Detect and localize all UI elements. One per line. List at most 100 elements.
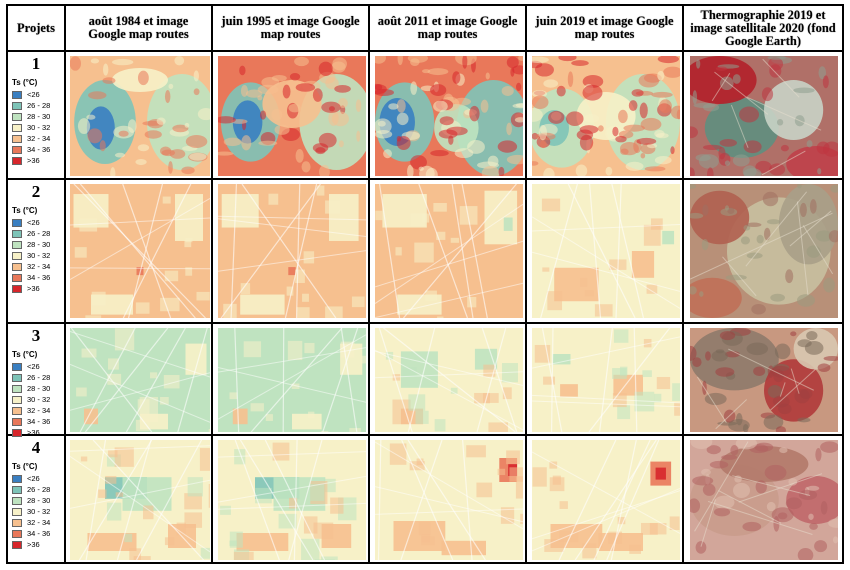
temperature-legend: Ts (°C) <26 26 - 28 28 - 30 30 - 32 32 - 34 34… [12,78,58,166]
legend-swatch [12,123,22,132]
legend-swatch [12,474,22,483]
map-graphic [70,328,210,432]
legend-item: 28 - 30 [12,495,58,506]
map-graphic [532,440,680,560]
legend-swatch [12,496,22,505]
legend-item: 30 - 32 [12,250,58,261]
legend-swatch [12,134,22,143]
legend-item: <26 [12,89,58,100]
legend-item: 30 - 32 [12,122,58,133]
legend-label: 32 - 34 [27,406,51,415]
map-graphic [690,440,838,560]
legend-swatch [12,507,22,516]
legend-swatch [12,284,22,293]
legend-swatch [12,101,22,110]
legend-label: 30 - 32 [27,251,51,260]
project-number: 2 [31,182,41,201]
header-aug-2011: août 2011 et image Google map routes [377,14,518,41]
legend-label: <26 [27,362,40,371]
grid-line [8,434,842,436]
map-project-2-2011 [375,184,523,318]
legend-title: Ts (°C) [12,206,38,215]
map-graphic [690,328,838,432]
legend-label: 32 - 34 [27,134,51,143]
map-graphic [375,440,523,560]
legend-label: >36 [27,540,40,549]
header-projects: Projets [17,20,55,35]
legend-label: 26 - 28 [27,485,51,494]
legend-label: <26 [27,218,40,227]
legend-item: >36 [12,155,58,166]
map-project-2-1995 [218,184,366,318]
map-graphic [375,56,523,176]
project-number: 4 [31,438,41,457]
legend-swatch [12,90,22,99]
legend-label: 30 - 32 [27,507,51,516]
project-cell-4: 4 Ts (°C) <26 26 - 28 28 - 30 30 - 32 32 - 34… [8,436,64,564]
legend-swatch [12,251,22,260]
grid-line [525,6,527,562]
legend-label: >36 [27,428,40,437]
legend-label: 34 - 36 [27,273,51,282]
legend-item: 32 - 34 [12,261,58,272]
map-graphic [218,328,366,432]
legend-title: Ts (°C) [12,462,38,471]
map-project-2-1984 [70,184,210,318]
legend-item: 26 - 28 [12,100,58,111]
legend-label: 28 - 30 [27,112,51,121]
legend-item: 28 - 30 [12,239,58,250]
map-project-3-2019 [532,328,680,432]
legend-item: 30 - 32 [12,394,58,405]
legend-swatch [12,417,22,426]
legend-label: <26 [27,474,40,483]
project-number: 1 [31,54,41,73]
temperature-legend: Ts (°C) <26 26 - 28 28 - 30 30 - 32 32 - 34 34… [12,350,58,438]
legend-item: <26 [12,473,58,484]
legend-label: 34 - 36 [27,417,51,426]
legend-label: 28 - 30 [27,240,51,249]
legend-label: 32 - 34 [27,262,51,271]
legend-label: <26 [27,90,40,99]
legend-item: >36 [12,283,58,294]
legend-item: 26 - 28 [12,484,58,495]
header-thermography-2019: Thermographie 2019 et image satellitale … [690,7,836,48]
legend-title: Ts (°C) [12,350,38,359]
map-graphic [532,184,680,318]
project-cell-2: 2 Ts (°C) <26 26 - 28 28 - 30 30 - 32 32 - 34… [8,180,64,322]
header-jun-2019: juin 2019 et image Google map routes [535,14,674,41]
legend-item: <26 [12,361,58,372]
legend-label: 28 - 30 [27,496,51,505]
comparison-table: Projets août 1984 et image Google map ro… [6,4,844,564]
legend-label: 26 - 28 [27,101,51,110]
legend-swatch [12,373,22,382]
legend-swatch [12,362,22,371]
map-project-1-2011 [375,56,523,176]
map-graphic [690,56,838,176]
header-aug-1984: août 1984 et image Google map routes [88,14,189,41]
legend-item: 34 - 36 [12,272,58,283]
legend-label: >36 [27,156,40,165]
map-graphic [218,56,366,176]
legend-label: 32 - 34 [27,518,51,527]
legend-swatch [12,384,22,393]
legend-item: 26 - 28 [12,228,58,239]
legend-label: 34 - 36 [27,145,51,154]
map-project-3-1995 [218,328,366,432]
legend-swatch [12,428,22,437]
legend-item: 28 - 30 [12,383,58,394]
thermography-project-3 [690,328,838,432]
legend-item: 32 - 34 [12,405,58,416]
legend-item: <26 [12,217,58,228]
legend-item: >36 [12,539,58,550]
map-graphic [218,440,366,560]
map-project-3-2011 [375,328,523,432]
legend-label: 26 - 28 [27,229,51,238]
temperature-legend: Ts (°C) <26 26 - 28 28 - 30 30 - 32 32 - 34 34… [12,206,58,294]
legend-swatch [12,218,22,227]
map-project-2-2019 [532,184,680,318]
legend-label: >36 [27,284,40,293]
map-graphic [218,184,366,318]
thermography-project-1 [690,56,838,176]
map-project-4-1984 [70,440,210,560]
map-project-1-2019 [532,56,680,176]
